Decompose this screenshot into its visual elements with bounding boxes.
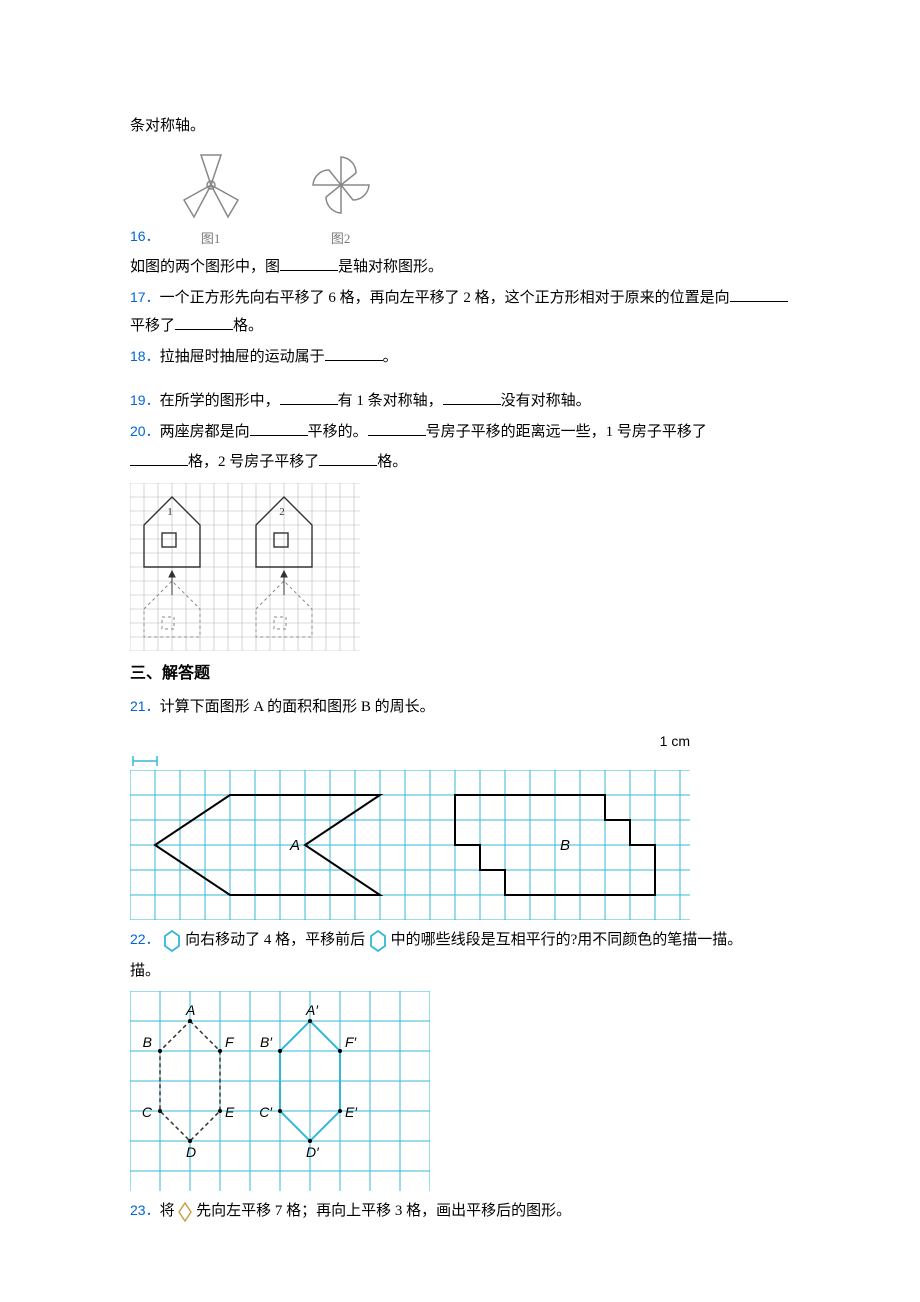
q20-d: 格，2 号房子平移了 [188, 454, 319, 470]
q17-c: 格。 [233, 318, 263, 334]
blank [175, 314, 233, 331]
svg-text:E′: E′ [345, 1104, 358, 1120]
q22-a: 向右移动了 4 格，平移前后 [185, 932, 365, 948]
blank [730, 285, 788, 302]
svg-text:F′: F′ [345, 1034, 358, 1050]
q16-text: 如图的两个图形中，图 是轴对称图形。 [130, 253, 790, 282]
svg-text:A′: A′ [305, 1002, 319, 1018]
blank [319, 450, 377, 467]
diamond-icon [178, 1202, 192, 1222]
q19-number: 19． [130, 392, 160, 408]
q20: 20．两座房都是向 平移的。 号房子平移的距离远一些，1 号房子平移了 [130, 418, 790, 447]
fig2-label: 图2 [296, 227, 386, 252]
q19-a: 在所学的图形中， [160, 393, 280, 409]
svg-text:B: B [560, 837, 570, 854]
q19-c: 没有对称轴。 [501, 393, 591, 409]
q20-c: 号房子平移的距离远一些，1 号房子平移了 [426, 424, 707, 440]
q21-number: 21． [130, 698, 160, 714]
svg-text:C: C [142, 1104, 153, 1120]
q21-figure: 1 cm A B [130, 728, 690, 921]
q21: 21．计算下面图形 A 的面积和图形 B 的周长。 [130, 693, 790, 722]
svg-text:D: D [186, 1144, 196, 1160]
svg-text:A: A [289, 837, 300, 854]
svg-text:B′: B′ [260, 1034, 273, 1050]
svg-text:F: F [225, 1034, 235, 1050]
fig1-label: 图1 [166, 227, 256, 252]
q17-b: 平移了 [130, 318, 175, 334]
q21-text: 计算下面图形 A 的面积和图形 B 的周长。 [160, 699, 435, 715]
blank [280, 389, 338, 406]
hexagon-icon [369, 929, 387, 953]
section-3-title: 三、解答题 [130, 659, 790, 689]
svg-text:A: A [185, 1002, 195, 1018]
svg-text:E: E [225, 1104, 235, 1120]
q19-b: 有 1 条对称轴， [338, 393, 443, 409]
q20-figure: 1 2 [130, 483, 790, 651]
q18-number: 18． [130, 348, 160, 364]
q20-e: 格。 [377, 454, 407, 470]
q16-text-b: 是轴对称图形。 [338, 259, 443, 275]
blank [280, 255, 338, 272]
blank [250, 419, 308, 436]
top-fragment: 条对称轴。 [130, 112, 790, 141]
q16-figures: 16． 图1 图2 [130, 145, 790, 252]
q19: 19．在所学的图形中， 有 1 条对称轴， 没有对称轴。 [130, 387, 790, 416]
q20-a: 两座房都是向 [160, 424, 250, 440]
q18: 18．拉抽屉时抽屉的运动属于 。 [130, 343, 790, 372]
figure-1-trefoil [166, 145, 256, 225]
q22-figure: A B C D E F A′ B′ C′ D′ E′ F′ [130, 991, 790, 1191]
hexagon-icon [163, 929, 181, 953]
q18-a: 拉抽屉时抽屉的运动属于 [160, 349, 325, 365]
q20-line2: 格，2 号房子平移了 格。 [130, 448, 790, 477]
q22-b: 中的哪些线段是互相平行的?用不同颜色的笔描一描。 [391, 932, 743, 948]
q16-text-a: 如图的两个图形中，图 [130, 259, 280, 275]
q17-a: 一个正方形先向右平移了 6 格，再向左平移了 2 格，这个正方形相对于原来的位置… [160, 290, 730, 306]
q18-b: 。 [383, 349, 398, 365]
q21-unit: 1 cm [130, 728, 690, 769]
q23: 23．将 先向左平移 7 格；再向上平移 3 格，画出平移后的图形。 [130, 1197, 790, 1226]
q20-number: 20． [130, 423, 160, 439]
blank [443, 389, 501, 406]
q17: 17．一个正方形先向右平移了 6 格，再向左平移了 2 格，这个正方形相对于原来… [130, 284, 790, 341]
blank [325, 344, 383, 361]
q22-line2: 描。 [130, 957, 790, 986]
svg-text:1: 1 [167, 506, 173, 518]
q17-number: 17． [130, 289, 160, 305]
blank [130, 450, 188, 467]
svg-text:D′: D′ [306, 1144, 320, 1160]
q20-b: 平移的。 [308, 424, 368, 440]
q22: 22． 向右移动了 4 格，平移前后 中的哪些线段是互相平行的?用不同颜色的笔描… [130, 926, 790, 955]
svg-text:C′: C′ [259, 1104, 273, 1120]
q16-number: 16． [130, 223, 160, 250]
q23-a: 将 [160, 1203, 175, 1219]
blank [368, 419, 426, 436]
q23-number: 23． [130, 1202, 160, 1218]
q22-number: 22． [130, 931, 160, 947]
svg-text:2: 2 [279, 506, 285, 518]
svg-text:B: B [143, 1034, 152, 1050]
figure-2-pinwheel [296, 145, 386, 225]
q23-b: 先向左平移 7 格；再向上平移 3 格，画出平移后的图形。 [196, 1203, 571, 1219]
